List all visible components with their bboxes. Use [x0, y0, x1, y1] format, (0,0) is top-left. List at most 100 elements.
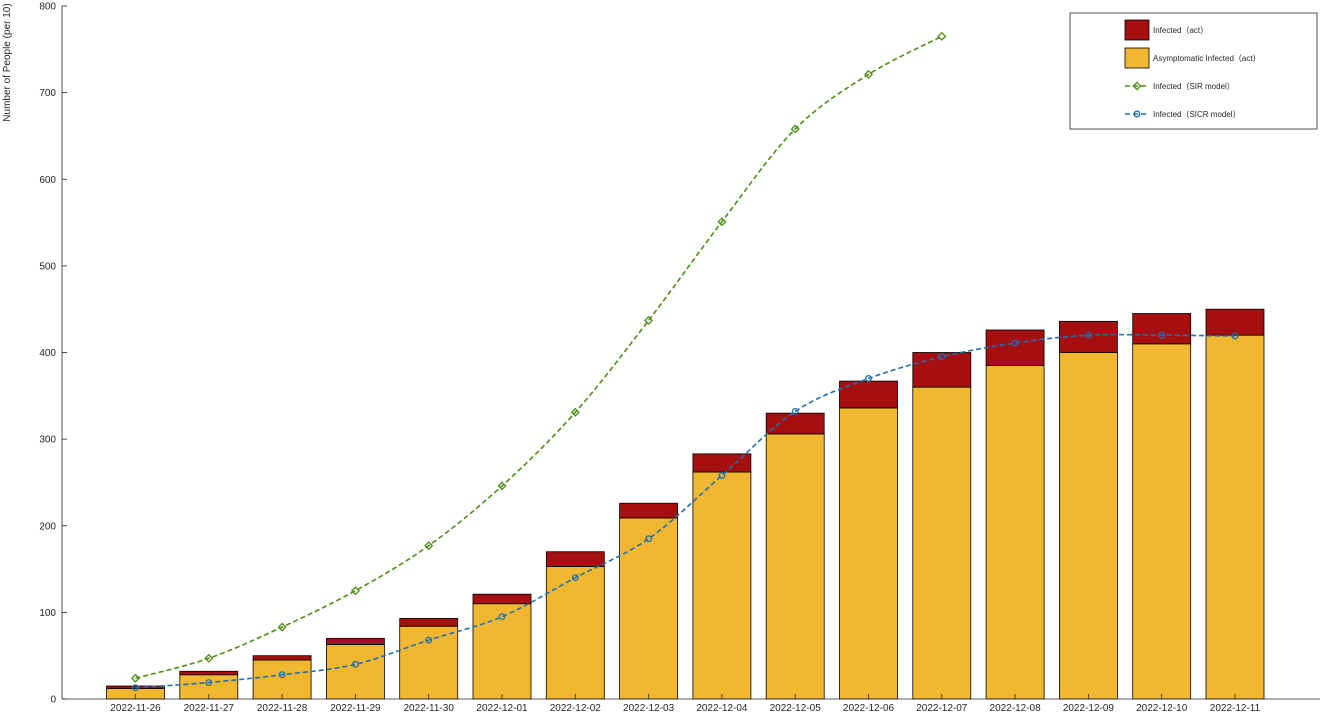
bar-asymptomatic [619, 517, 678, 700]
legend-entry: Infected（SIR model） [1125, 81, 1235, 91]
sicr-series [132, 331, 1239, 692]
legend-label: Infected（act） [1153, 26, 1208, 35]
x-tick-label: 2022-11-30 [403, 703, 454, 714]
sir-line [135, 35, 943, 679]
y-tick-label: 500 [39, 261, 56, 272]
bar-asymptomatic [545, 566, 605, 700]
x-tick-label: 2022-12-05 [770, 703, 822, 714]
sicr-point [205, 679, 213, 686]
x-tick-label: 2022-12-10 [1136, 703, 1188, 714]
bar-infected [545, 551, 605, 567]
legend-marker [1132, 81, 1142, 91]
legend-box [1069, 12, 1318, 130]
bar-infected [692, 453, 752, 473]
sir-point [790, 124, 800, 134]
sicr-point [425, 636, 433, 644]
sicr-line [135, 333, 1236, 689]
bar-infected [252, 655, 312, 661]
bar-asymptomatic [1132, 343, 1192, 700]
plot-area [106, 31, 1265, 700]
bar-asymptomatic [1205, 334, 1265, 700]
sicr-point [1158, 331, 1166, 339]
bar-asymptomatic [472, 603, 532, 700]
sir-point [130, 673, 141, 683]
bar-asymptomatic [912, 386, 972, 700]
y-tick-label: 100 [39, 608, 56, 619]
sicr-point [791, 407, 799, 415]
y-tick-label: 300 [39, 435, 56, 446]
legend-marker [1133, 110, 1141, 118]
bar-asymptomatic [399, 625, 459, 700]
sicr-point [278, 671, 286, 679]
sicr-point [571, 574, 579, 582]
sir-point [644, 315, 654, 325]
sir-point [937, 31, 947, 41]
bar-infected [399, 618, 459, 627]
x-tick-label: 2022-12-09 [1063, 703, 1115, 714]
bar-infected [619, 502, 678, 519]
sicr-point [351, 660, 359, 668]
bar-infected [912, 352, 972, 388]
sir-point [497, 481, 507, 491]
legend-label: Infected（SIR model） [1153, 82, 1235, 91]
y-tick-label: 600 [39, 175, 56, 186]
y-tick-label: 400 [39, 348, 56, 359]
sir-point [204, 653, 214, 663]
sir-point [350, 586, 360, 596]
bar-asymptomatic [692, 471, 752, 700]
y-tick-label: 800 [39, 2, 56, 13]
legend-entry: Infected（SICR model） [1125, 110, 1241, 119]
bar-asymptomatic [839, 407, 898, 700]
bar-asymptomatic [325, 644, 385, 700]
x-tick-label: 2022-11-28 [257, 703, 308, 714]
bar-asymptomatic [1059, 352, 1118, 700]
x-tick-label: 2022-12-03 [623, 703, 675, 714]
x-tick-label: 2022-12-07 [916, 703, 968, 714]
sir-series [130, 31, 947, 683]
bar-asymptomatic [985, 365, 1045, 700]
sir-point [424, 541, 434, 551]
x-tick-label: 2022-11-26 [110, 703, 161, 714]
sir-point [717, 217, 727, 227]
y-tick-label: 200 [39, 521, 56, 532]
legend-entry: Asymptomatic Infected（act） [1124, 47, 1261, 69]
bar-infected [1205, 308, 1265, 336]
x-tick-label: 2022-11-27 [184, 703, 235, 714]
bar-infected [1132, 313, 1192, 345]
sicr-point [1231, 332, 1239, 340]
legend-label: Asymptomatic Infected（act） [1153, 54, 1261, 63]
x-tick-label: 2022-12-11 [1210, 703, 1261, 714]
sicr-point [1084, 331, 1092, 339]
bar-infected [1059, 320, 1118, 353]
sicr-point [938, 353, 946, 361]
x-tick-label: 2022-12-08 [990, 703, 1042, 714]
bar-asymptomatic [252, 659, 312, 700]
sir-point [277, 622, 287, 632]
legend-label: Infected（SICR model） [1153, 110, 1241, 119]
bar-infected [472, 593, 532, 605]
x-tick-label: 2022-11-29 [330, 703, 381, 714]
bar-infected [985, 329, 1045, 366]
x-tick-label: 2022-12-06 [843, 703, 895, 714]
y-axis-title: Number of People (per 10) [2, 3, 13, 121]
sicr-point [645, 535, 653, 543]
sir-point [863, 69, 874, 79]
sicr-point [498, 613, 506, 621]
sir-point [570, 407, 580, 417]
y-tick-label: 700 [39, 88, 56, 99]
sicr-point [865, 375, 872, 382]
bar-infected [179, 670, 239, 676]
sicr-point [718, 472, 726, 479]
bar-asymptomatic [765, 433, 825, 700]
x-tick-label: 2022-12-04 [696, 703, 748, 714]
y-tick-label: 0 [50, 695, 56, 706]
sicr-point [1011, 339, 1019, 347]
sicr-point [132, 684, 139, 692]
bar-infected [325, 637, 385, 645]
legend-swatch [1124, 47, 1150, 69]
legend-entry: Infected（act） [1124, 19, 1208, 41]
x-tick-label: 2022-12-01 [476, 703, 528, 714]
legend: Infected（act） Asymptomatic Infected（act） I… [1069, 12, 1318, 130]
